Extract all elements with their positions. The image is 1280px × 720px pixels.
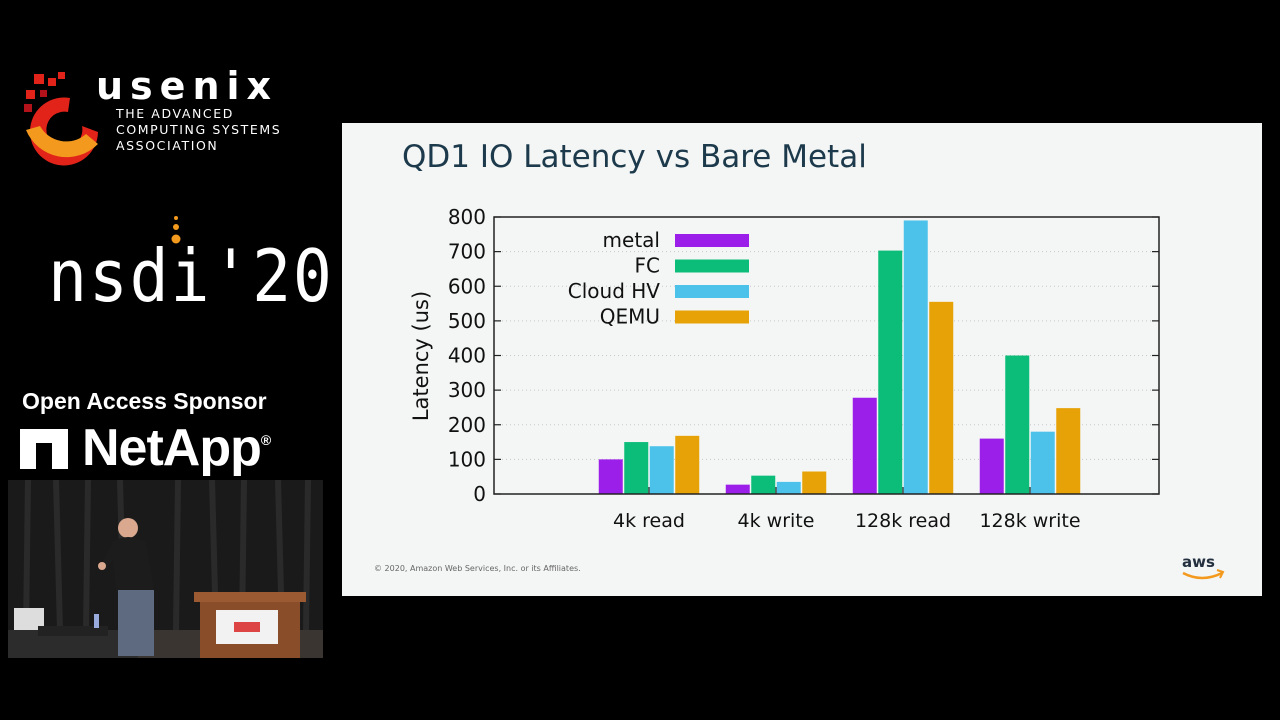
legend-swatch [675, 285, 749, 298]
usenix-logo-mark [24, 72, 98, 166]
usenix-tagline-line: ASSOCIATION [116, 138, 219, 153]
legend-label: QEMU [600, 305, 660, 329]
latency-bar-chart: 0 100 200 300 400 500 600 700 800 4k read 4k writ… [409, 205, 1160, 532]
x-tick-label: 128k read [855, 510, 951, 532]
usenix-tagline-line: THE ADVANCED [116, 106, 234, 121]
bar-fc [751, 475, 776, 494]
bar-cloud-hv [649, 446, 674, 494]
bar-cloud-hv [1030, 431, 1055, 494]
y-tick-label: 100 [448, 447, 486, 471]
y-tick-label: 300 [448, 378, 486, 402]
aws-logo: aws [1182, 553, 1215, 571]
y-axis-label: Latency (us) [409, 291, 433, 421]
bar-qemu [802, 471, 827, 494]
y-tick-label: 800 [448, 205, 486, 229]
aws-smile-icon [1182, 569, 1225, 580]
bar-fc [624, 442, 649, 494]
usenix-tagline-line: COMPUTING SYSTEMS [116, 122, 282, 137]
legend-swatch [675, 234, 749, 247]
bar-cloud-hv [776, 481, 801, 494]
bar-metal [598, 459, 623, 494]
conference-logo: nsdi'20 [48, 234, 334, 318]
y-tick-label: 500 [448, 309, 486, 333]
registered-mark: ® [260, 432, 271, 448]
bar-metal [979, 438, 1004, 494]
bar-qemu [929, 301, 954, 494]
legend-label: Cloud HV [568, 279, 661, 303]
legend-label: metal [603, 228, 660, 252]
y-axis-ticks: 0 100 200 300 400 500 600 700 800 [448, 205, 1159, 506]
usenix-wordmark: usenix [96, 64, 279, 108]
legend-swatch [675, 310, 749, 324]
netapp-name: NetApp [82, 419, 262, 477]
x-tick-label: 128k write [979, 510, 1080, 532]
chart-grid [494, 251, 1159, 460]
speaker-video [8, 480, 323, 658]
legend-label: FC [635, 254, 660, 278]
slide-copyright: © 2020, Amazon Web Services, Inc. or its… [374, 564, 581, 573]
netapp-wordmark: NetApp® [82, 418, 271, 478]
usenix-tagline: THE ADVANCED COMPUTING SYSTEMS ASSOCIATI… [116, 106, 281, 154]
y-tick-label: 0 [473, 482, 486, 506]
x-tick-label: 4k write [738, 510, 815, 532]
slide-title: QD1 IO Latency vs Bare Metal [402, 139, 867, 175]
bar-fc [878, 250, 903, 494]
sponsor-label: Open Access Sponsor [22, 388, 267, 414]
bar-fc [1005, 355, 1030, 494]
bar-qemu [1056, 408, 1081, 494]
y-tick-label: 600 [448, 274, 486, 298]
y-tick-label: 400 [448, 344, 486, 368]
x-axis-ticks: 4k read 4k write 128k read 128k write [613, 487, 1081, 532]
bar-metal [725, 484, 750, 494]
bar-metal [852, 397, 877, 494]
bar-cloud-hv [903, 220, 928, 494]
bar-qemu [675, 435, 700, 494]
y-tick-label: 200 [448, 413, 486, 437]
legend-swatch [675, 259, 749, 273]
chart-bars [598, 220, 1081, 494]
x-tick-label: 4k read [613, 510, 685, 532]
conference-logo-dots-icon [171, 216, 181, 244]
netapp-logo-icon [20, 429, 68, 469]
y-tick-label: 700 [448, 240, 486, 264]
presentation-slide: QD1 IO Latency vs Bare Metal 0 100 200 300 4… [342, 123, 1262, 596]
